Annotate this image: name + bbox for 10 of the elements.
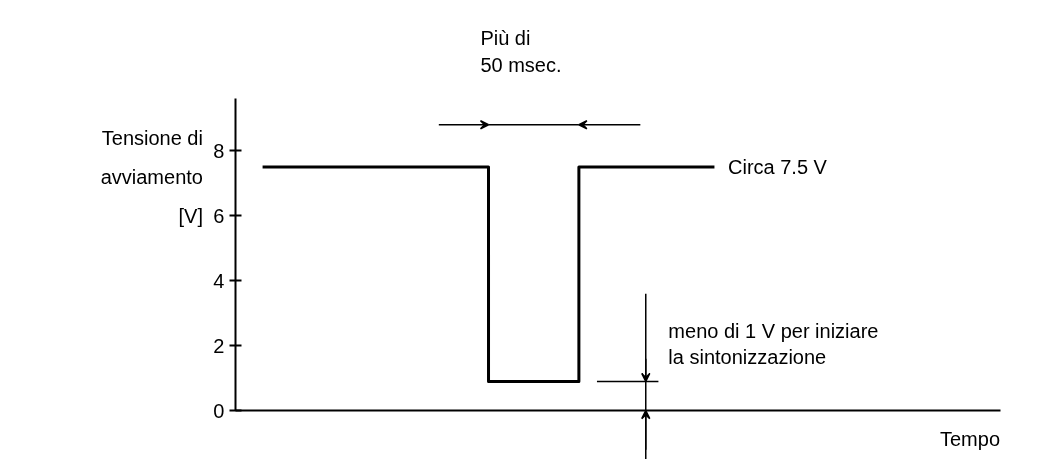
y-axis-title: Tensione di avviamento [V]	[100, 126, 203, 227]
text: Tempo	[940, 427, 1001, 450]
y-tick-label: 8	[213, 139, 225, 162]
text: Più di 50 msec.	[480, 27, 562, 76]
y-tick-label: 2	[213, 334, 225, 357]
y-tick-label: 6	[213, 204, 225, 227]
y-tick-label: 4	[213, 269, 225, 292]
annotation: meno di 1 V per iniziare la sintonizzazione	[668, 319, 879, 369]
y-tick-label: 0	[213, 399, 225, 422]
annotation: Circa 7.5 V	[728, 155, 828, 178]
